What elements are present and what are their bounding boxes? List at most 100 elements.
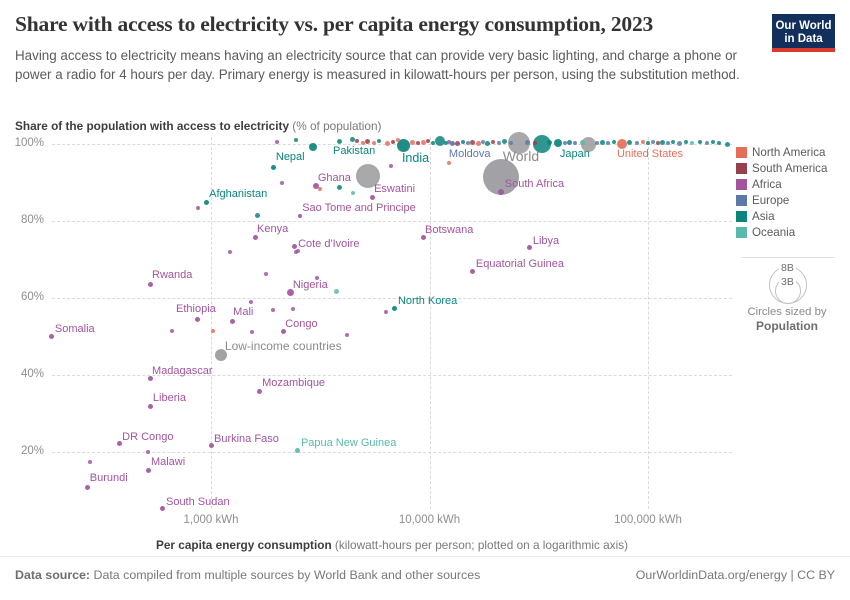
data-point[interactable] [600,139,606,145]
data-point[interactable] [475,140,481,146]
data-point[interactable] [508,132,531,154]
data-point[interactable] [334,289,340,295]
data-point-libya[interactable] [527,245,533,251]
data-point[interactable] [502,138,508,144]
data-point-label-pakistan[interactable]: Pakistan [333,145,376,158]
data-point-label-ghana[interactable]: Ghana [317,171,351,184]
data-point[interactable] [395,138,400,142]
data-point[interactable] [351,190,356,195]
data-point[interactable] [660,139,666,145]
data-point[interactable] [196,205,200,210]
data-point-pakistan[interactable] [309,143,317,152]
data-point-liberia[interactable] [148,403,154,409]
data-point[interactable] [683,140,688,144]
data-point-malawi[interactable] [146,467,152,473]
data-point-ethiopia[interactable] [194,316,200,322]
data-point[interactable] [447,140,452,144]
data-point[interactable] [227,250,232,255]
data-point[interactable] [677,140,683,146]
data-point[interactable] [581,136,597,152]
data-point[interactable] [264,272,269,277]
data-point-label-cote-d-ivoire[interactable]: Cote d'Ivoire [298,238,360,251]
data-point-label-dr-congo[interactable]: DR Congo [122,430,174,443]
data-point[interactable] [248,299,253,304]
data-point-dr-congo[interactable] [116,441,122,447]
data-point[interactable] [376,139,381,143]
data-point-label-rwanda[interactable]: Rwanda [152,269,193,282]
data-point[interactable] [665,141,670,145]
data-point[interactable] [315,275,320,280]
data-point-label-eswatini[interactable]: Eswatini [374,183,416,196]
data-point-kenya[interactable] [252,234,258,240]
data-point[interactable] [280,180,285,185]
data-point[interactable] [390,140,395,144]
data-point-south-sudan[interactable] [160,506,166,512]
data-point[interactable] [416,141,421,145]
data-point[interactable] [689,141,694,145]
data-point-somalia[interactable] [49,333,55,339]
data-point-south-africa[interactable] [497,189,504,196]
data-point[interactable] [627,139,633,145]
data-point-ghana[interactable] [312,182,319,189]
data-point[interactable] [725,141,731,147]
data-point[interactable] [670,140,675,144]
data-point-botswana[interactable] [420,234,426,240]
data-point-label-botswana[interactable]: Botswana [425,224,474,237]
data-point[interactable] [533,141,537,145]
data-point[interactable] [465,141,470,145]
data-point-label-sao-tome-and-principe[interactable]: Sao Tome and Principe [302,201,416,214]
data-point[interactable] [704,141,709,145]
data-point[interactable] [290,307,295,312]
data-point-japan[interactable] [553,139,562,147]
data-point[interactable] [496,141,501,145]
legend-item-north-america[interactable]: North America [736,144,827,160]
data-point[interactable] [711,140,716,144]
data-point[interactable] [384,309,389,314]
data-point[interactable] [210,329,215,334]
data-point[interactable] [349,136,355,142]
data-point[interactable] [444,141,448,145]
data-point-label-mali[interactable]: Mali [233,306,254,319]
data-point-sao-tome-and-principe[interactable] [298,213,303,218]
data-point[interactable] [605,141,610,145]
data-point-label-south-africa[interactable]: South Africa [504,178,565,191]
data-point-moldova[interactable] [450,140,456,146]
data-point-label-liberia[interactable]: Liberia [152,392,186,405]
data-point-burkina-faso[interactable] [208,443,214,449]
data-point-label-india[interactable]: India [401,151,430,166]
data-point[interactable] [410,139,416,145]
data-point[interactable] [295,249,300,254]
data-point-afghanistan[interactable] [203,199,209,205]
data-point[interactable] [249,329,254,334]
data-point[interactable] [594,141,599,145]
data-point[interactable] [435,136,446,146]
data-point-label-nepal[interactable]: Nepal [275,150,305,163]
data-point-label-ethiopia[interactable]: Ethiopia [176,303,216,316]
data-point[interactable] [460,140,465,144]
data-point-label-equatorial-guinea[interactable]: Equatorial Guinea [475,257,564,270]
data-point[interactable] [388,163,393,168]
data-point[interactable] [447,160,452,165]
data-point-world[interactable] [482,159,519,196]
data-point-eswatini[interactable] [369,194,375,200]
data-point[interactable] [567,139,573,145]
data-point-mozambique[interactable] [256,388,262,394]
data-point-label-malawi[interactable]: Malawi [150,456,186,469]
legend-item-asia[interactable]: Asia [736,208,827,224]
data-point-label-japan[interactable]: Japan [559,148,590,160]
data-point-label-afghanistan[interactable]: Afghanistan [209,188,268,201]
data-point-cote-d-ivoire[interactable] [291,243,297,249]
data-point-rwanda[interactable] [147,281,153,287]
data-point[interactable] [650,140,655,144]
data-point[interactable] [88,460,93,464]
data-point-label-burkina-faso[interactable]: Burkina Faso [214,432,279,445]
data-point[interactable] [337,138,343,144]
data-point[interactable] [337,185,343,191]
data-point-nepal[interactable] [271,165,277,171]
data-point[interactable] [146,450,151,454]
data-point-nigeria[interactable] [287,289,295,297]
data-point[interactable] [481,140,486,144]
data-point[interactable] [646,141,651,145]
credit-link[interactable]: OurWorldinData.org/energy | CC BY [635,568,835,582]
data-point[interactable] [634,141,639,145]
